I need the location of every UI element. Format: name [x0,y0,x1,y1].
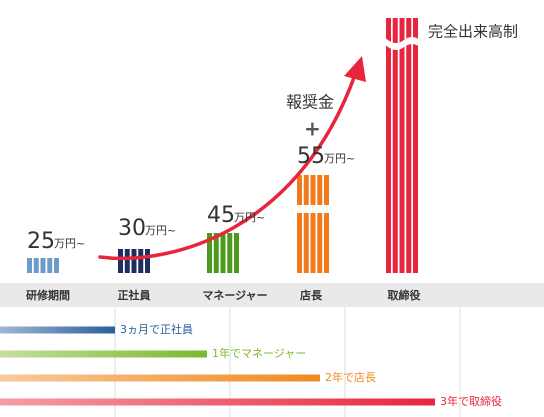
timeline-bar-fade [0,374,320,382]
stage-label: マネージャー [202,289,267,302]
stage-label: 研修期間 [26,288,70,302]
column-stripe [131,249,137,273]
column-stripe [227,233,233,273]
column-stripe [303,175,309,205]
timeline-label: 1年でマネージャー [212,346,306,360]
header-band [0,283,544,307]
column-stripe [297,175,302,205]
salary: 30 [118,216,146,241]
column-stripe [303,213,309,273]
timeline-bar-fade [0,350,207,358]
column-stripe [27,258,32,273]
timeline-bar-fade [0,398,435,406]
timeline: 3ヵ月で正社員 1年でマネージャー 2年で店長 3年で取締役 [0,322,502,408]
column-stripe [118,249,123,273]
timeline-bar-fade [0,326,115,334]
salary-unit: 万円~ [145,224,176,237]
column-stripe [317,175,323,205]
salary-unit: 万円~ [234,211,265,224]
column-stripe [317,213,323,273]
grid [0,283,544,417]
column-stripe [399,18,405,273]
column-stripe [324,213,329,273]
growth-curve [98,70,358,261]
column-stripe [207,233,212,273]
timeline-label: 3年で取締役 [440,394,502,408]
column-stripe [47,258,53,273]
salary: 25 [27,229,55,254]
salary-unit: 万円~ [324,152,355,165]
column-stripe [124,249,130,273]
columns [27,18,418,273]
stage-label: 正社員 [118,288,151,302]
column-stripe [324,175,329,205]
break-mark [356,37,436,50]
column-stripe [145,249,150,273]
column-stripe [54,258,59,273]
column-stripe [138,249,144,273]
column-stripe [40,258,46,273]
salary: 55 [297,144,325,169]
timeline-label: 3ヵ月で正社員 [120,322,193,336]
stage-label: 店長 [300,288,323,302]
timeline-label: 2年で店長 [325,370,376,384]
salary-unit: 万円~ [54,237,85,250]
column-stripe [386,18,391,273]
stage-label: 取締役 [388,288,421,302]
bonus: 報奨金 [286,93,334,112]
column-stripe [213,233,219,273]
salary-text: 完全出来高制 [428,23,518,41]
arrow-head [344,56,366,82]
column-stripe [413,18,418,273]
column-stripe [310,213,316,273]
plus: + [304,117,321,141]
column-stripe [406,18,412,273]
column-stripe [310,175,316,205]
column-stripe [234,233,239,273]
column-stripe [220,233,226,273]
column-stripe [297,213,302,273]
column-stripe [33,258,39,273]
salary: 45 [207,203,235,228]
column-stripe [392,18,398,273]
